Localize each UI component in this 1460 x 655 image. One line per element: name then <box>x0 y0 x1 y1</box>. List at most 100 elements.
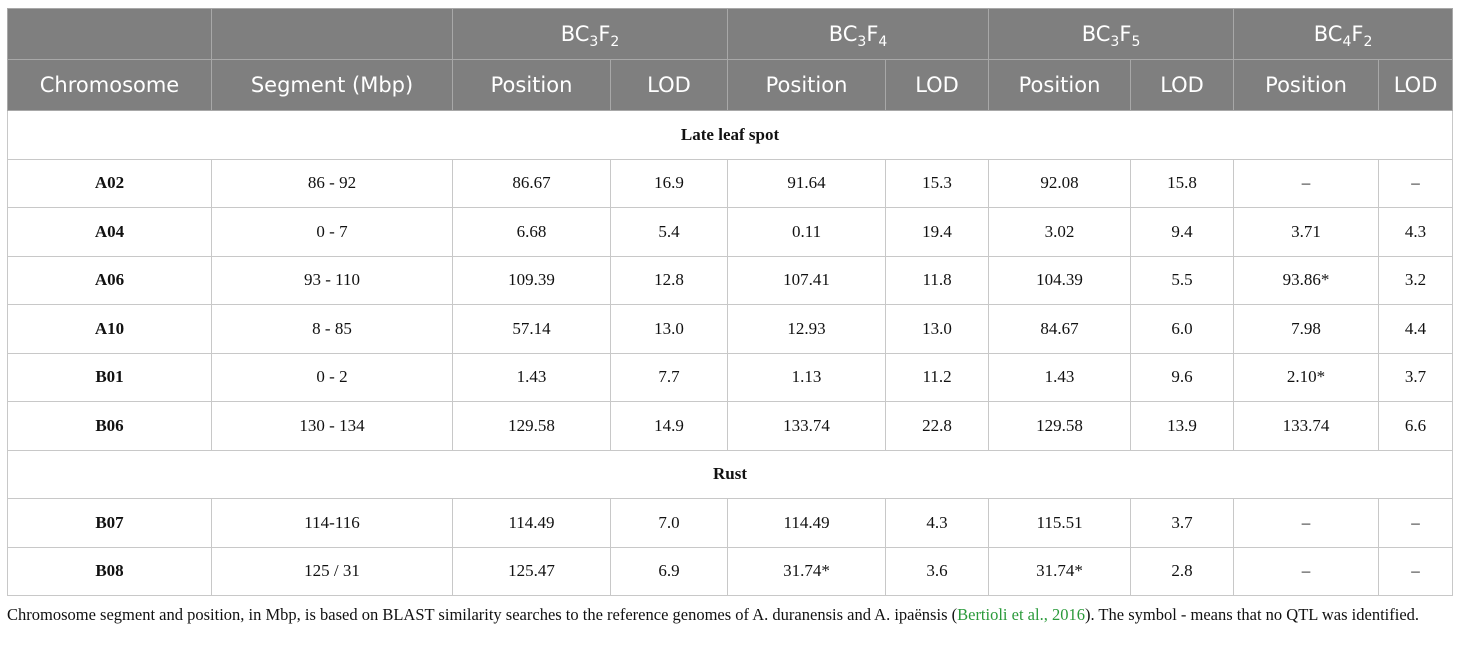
subscript: 5 <box>1131 34 1141 50</box>
data-cell: 133.74 <box>727 401 887 451</box>
section-title: Late leaf spot <box>6 110 1454 160</box>
data-cell: 130 - 134 <box>211 401 453 451</box>
data-cell: 11.8 <box>885 255 990 305</box>
data-cell: 2.8 <box>1130 546 1235 596</box>
column-header: Position <box>727 59 887 111</box>
data-cell: 3.7 <box>1130 498 1235 548</box>
data-cell: – <box>1378 158 1454 208</box>
data-cell: 19.4 <box>885 207 990 257</box>
data-cell: 31.74* <box>727 546 887 596</box>
subscript: 4 <box>878 34 888 50</box>
data-cell: 9.6 <box>1130 352 1235 402</box>
section-row: Rust <box>6 449 1454 499</box>
data-cell: 86 - 92 <box>211 158 453 208</box>
data-cell: 3.2 <box>1378 255 1454 305</box>
data-cell: 92.08 <box>988 158 1132 208</box>
data-cell: 31.74* <box>988 546 1132 596</box>
data-cell: 7.98 <box>1233 304 1380 354</box>
data-cell: 12.8 <box>609 255 729 305</box>
data-cell: 129.58 <box>988 401 1132 451</box>
data-cell: 0 - 7 <box>211 207 453 257</box>
group-header: BC3F5 <box>988 8 1235 60</box>
data-cell: 129.58 <box>452 401 611 451</box>
data-cell: 109.39 <box>452 255 611 305</box>
subscript: 3 <box>589 34 599 50</box>
column-header: LOD <box>1130 59 1235 111</box>
data-cell: – <box>1378 498 1454 548</box>
data-cell: 2.10* <box>1233 352 1380 402</box>
column-header: Chromosome <box>7 59 212 111</box>
data-cell: 91.64 <box>727 158 887 208</box>
data-row: A10 8 - 85 57.14 13.0 12.93 13.0 84.67 6.0 7.98 4… <box>7 304 1454 354</box>
data-cell: 7.0 <box>609 498 729 548</box>
data-cell: 3.7 <box>1378 352 1454 402</box>
chromosome-cell: B07 <box>7 498 212 548</box>
data-cell: 15.3 <box>885 158 990 208</box>
data-table: BC3F2 BC3F4 BC3F5 BC4F2 Chromosome Segment (M… <box>6 8 1454 596</box>
data-cell: 107.41 <box>727 255 887 305</box>
header-text: F <box>866 22 879 46</box>
citation-link[interactable]: Bertioli et al., 2016 <box>957 605 1085 624</box>
header-text: BC <box>560 22 590 46</box>
chromosome-cell: A02 <box>7 158 212 208</box>
data-cell: 3.6 <box>885 546 990 596</box>
data-cell: 13.0 <box>609 304 729 354</box>
caption-text: ). The symbol - means that no QTL was id… <box>1084 605 1420 624</box>
header-cell <box>7 8 212 60</box>
subscript: 3 <box>857 34 867 50</box>
data-cell: 15.8 <box>1130 158 1235 208</box>
data-cell: 84.67 <box>988 304 1132 354</box>
data-cell: 125.47 <box>452 546 611 596</box>
data-cell: 93 - 110 <box>211 255 453 305</box>
data-cell: 3.71 <box>1233 207 1380 257</box>
header-text: BC <box>828 22 858 46</box>
data-cell: 6.6 <box>1378 401 1454 451</box>
data-cell: 5.5 <box>1130 255 1235 305</box>
data-cell: 13.0 <box>885 304 990 354</box>
header-row: BC3F2 BC3F4 BC3F5 BC4F2 <box>7 8 1454 60</box>
column-header: Position <box>1233 59 1380 111</box>
chromosome-cell: B01 <box>7 352 212 402</box>
data-row: B01 0 - 2 1.43 7.7 1.13 11.2 1.43 9.6 2.10* 3.7 <box>7 352 1454 402</box>
section-row: Late leaf spot <box>6 110 1454 160</box>
subscript: 4 <box>1342 34 1352 50</box>
subscript: 2 <box>1363 34 1373 50</box>
data-cell: 125 / 31 <box>211 546 453 596</box>
header-text: BC <box>1313 22 1343 46</box>
column-header: LOD <box>885 59 990 111</box>
data-cell: 7.7 <box>609 352 729 402</box>
data-cell: – <box>1233 546 1380 596</box>
header-text: F <box>1351 22 1364 46</box>
data-cell: 12.93 <box>727 304 887 354</box>
data-cell: 93.86* <box>1233 255 1380 305</box>
group-header: BC3F4 <box>727 8 990 60</box>
table-head: BC3F2 BC3F4 BC3F5 BC4F2 Chromosome Segment (M… <box>7 8 1454 111</box>
data-cell: 86.67 <box>452 158 611 208</box>
data-cell: 14.9 <box>609 401 729 451</box>
table-body: Late leaf spot A02 86 - 92 86.67 16.9 91.64 15… <box>6 110 1454 596</box>
data-cell: 57.14 <box>452 304 611 354</box>
data-cell: 4.3 <box>1378 207 1454 257</box>
data-cell: 0.11 <box>727 207 887 257</box>
data-cell: 1.43 <box>452 352 611 402</box>
data-cell: 115.51 <box>988 498 1132 548</box>
header-text: F <box>598 22 611 46</box>
chromosome-cell: A10 <box>7 304 212 354</box>
column-header: Position <box>452 59 611 111</box>
data-cell: 114-116 <box>211 498 453 548</box>
data-cell: 4.4 <box>1378 304 1454 354</box>
section-title: Rust <box>6 449 1454 499</box>
data-cell: 8 - 85 <box>211 304 453 354</box>
subscript: 3 <box>1110 34 1120 50</box>
data-cell: 9.4 <box>1130 207 1235 257</box>
header-text: BC <box>1081 22 1111 46</box>
column-header: Segment (Mbp) <box>211 59 453 111</box>
header-row: Chromosome Segment (Mbp) Position LOD Positi… <box>7 59 1454 111</box>
column-header: LOD <box>609 59 729 111</box>
header-cell <box>211 8 453 60</box>
data-cell: 114.49 <box>727 498 887 548</box>
data-cell: 6.9 <box>609 546 729 596</box>
column-header: Position <box>988 59 1132 111</box>
group-header: BC3F2 <box>451 8 729 60</box>
